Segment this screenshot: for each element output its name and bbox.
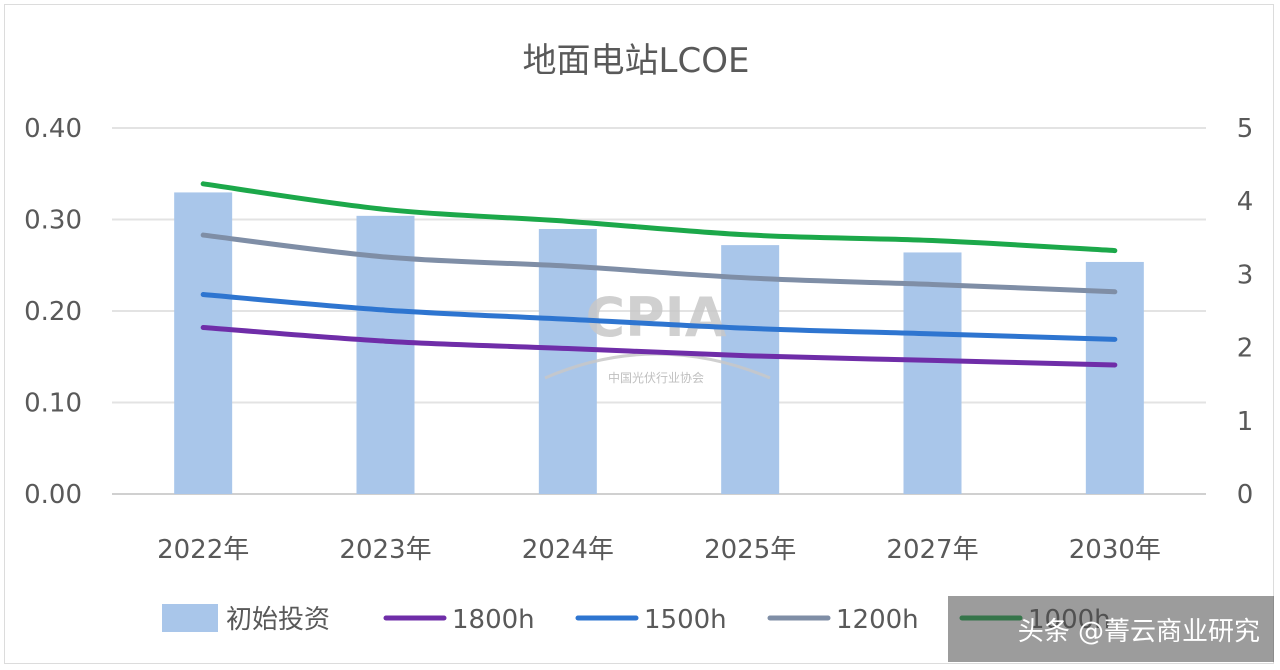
series-line — [200, 292, 1118, 342]
y-right-tick-label: 2 — [1237, 334, 1254, 364]
x-ticks: 2022年 2023年 2024年 2025年 2027年 2030年 — [157, 535, 1161, 565]
series-line — [200, 181, 1118, 254]
bar — [538, 229, 597, 495]
y-right-ticks: 0 1 2 3 4 5 — [1237, 114, 1254, 510]
credit-watermark: 头条 @菁云商业研究 — [1018, 617, 1260, 647]
y-right-tick-label: 5 — [1237, 114, 1254, 144]
series-line — [200, 232, 1118, 295]
y-right-tick-label: 4 — [1237, 187, 1254, 217]
legend-swatch-bar — [162, 604, 218, 632]
x-tick-label: 2024年 — [522, 535, 614, 565]
y-right-tick-label: 1 — [1237, 407, 1254, 437]
bar — [1085, 261, 1144, 494]
legend-label: 初始投资 — [226, 605, 330, 635]
watermark: CPIA 中国光伏行业协会 — [544, 286, 771, 385]
series-line — [200, 324, 1118, 368]
chart-title: 地面电站LCOE — [523, 41, 750, 81]
credit-backdrop — [948, 596, 1274, 662]
legend-label: 1500h — [644, 605, 727, 635]
bar — [356, 215, 415, 494]
line-series — [200, 181, 1118, 368]
y-left-tick-label: 0.20 — [24, 297, 82, 327]
y-left-tick-label: 0.00 — [24, 480, 82, 510]
bar — [903, 252, 962, 494]
x-tick-label: 2025年 — [704, 535, 796, 565]
y-left-tick-label: 0.40 — [24, 114, 82, 144]
y-right-tick-label: 0 — [1237, 480, 1254, 510]
y-left-tick-label: 0.10 — [24, 389, 82, 419]
y-left-tick-label: 0.30 — [24, 206, 82, 236]
watermark-logo: CPIA — [585, 286, 726, 349]
legend-label: 1200h — [836, 605, 919, 635]
x-tick-label: 2022年 — [157, 535, 249, 565]
x-tick-label: 2023年 — [339, 535, 431, 565]
x-tick-label: 2027年 — [886, 535, 978, 565]
bar-series — [174, 192, 1144, 495]
y-right-tick-label: 3 — [1237, 260, 1254, 290]
gridlines — [112, 127, 1206, 495]
y-left-ticks: 0.00 0.10 0.20 0.30 0.40 — [24, 114, 82, 510]
x-tick-label: 2030年 — [1069, 535, 1161, 565]
legend-label: 1800h — [452, 605, 535, 635]
watermark-subtitle: 中国光伏行业协会 — [608, 370, 704, 385]
bar — [174, 192, 233, 494]
